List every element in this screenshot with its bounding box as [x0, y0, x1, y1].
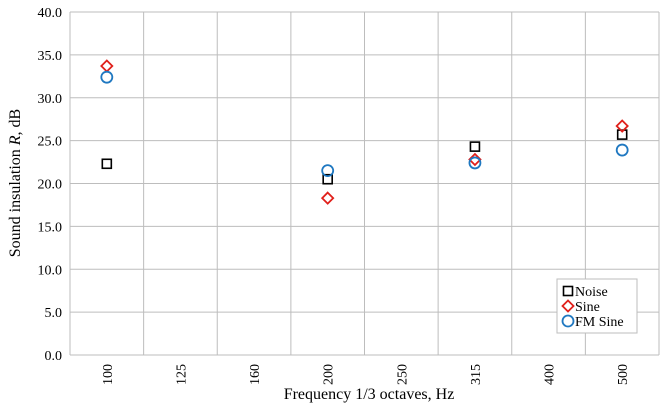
y-tick-label: 10.0	[38, 263, 63, 278]
data-point-fm-sine	[615, 143, 629, 157]
legend-label: Sine	[575, 300, 600, 315]
data-points	[100, 59, 629, 205]
data-point-noise	[616, 129, 628, 140]
legend-box	[556, 278, 638, 334]
x-tick-label: 250	[395, 364, 410, 385]
y-tick-labels: 0.0 5.0 10.0 15.0 20.0 25.0 30.0 35.0 40.0	[38, 6, 63, 364]
legend-marker-fm-sine	[561, 314, 575, 328]
legend-label: Noise	[575, 285, 608, 300]
data-point-sine	[615, 119, 629, 133]
x-axis-title: Frequency 1/3 octaves, Hz	[284, 386, 455, 403]
y-tick-label: 0.0	[45, 349, 63, 364]
x-tick-labels: 100 125 160 200 250 315 400 500	[101, 364, 631, 385]
data-point-fm-sine	[321, 164, 335, 178]
x-tick-label: 500	[616, 364, 631, 385]
y-tick-label: 15.0	[38, 220, 63, 235]
data-point-noise	[322, 173, 333, 185]
data-point-sine	[100, 59, 114, 73]
data-point-fm-sine	[100, 70, 114, 84]
data-point-noise	[469, 141, 481, 152]
x-tick-label: 125	[174, 364, 189, 385]
legend-label: FM Sine	[575, 315, 624, 330]
y-tick-label: 5.0	[45, 306, 63, 321]
legend-marker-noise	[562, 285, 574, 297]
x-tick-label: 100	[101, 364, 116, 385]
x-tick-label: 315	[469, 364, 484, 385]
y-tick-label: 35.0	[38, 49, 63, 64]
grid	[69, 11, 660, 356]
data-point-fm-sine	[468, 156, 482, 170]
x-tick-label: 400	[543, 364, 558, 385]
x-tick-label: 160	[248, 364, 263, 385]
legend-marker-sine	[561, 299, 575, 313]
x-tick-label: 200	[322, 364, 337, 385]
y-axis-title: Sound insulation R, dB	[7, 109, 24, 257]
data-point-sine	[320, 191, 335, 205]
y-tick-label: 20.0	[38, 178, 63, 193]
y-tick-label: 40.0	[38, 6, 63, 21]
y-tick-label: 30.0	[38, 92, 63, 107]
y-tick-label: 25.0	[38, 135, 63, 150]
data-point-sine	[468, 152, 482, 167]
data-point-noise	[101, 158, 113, 170]
